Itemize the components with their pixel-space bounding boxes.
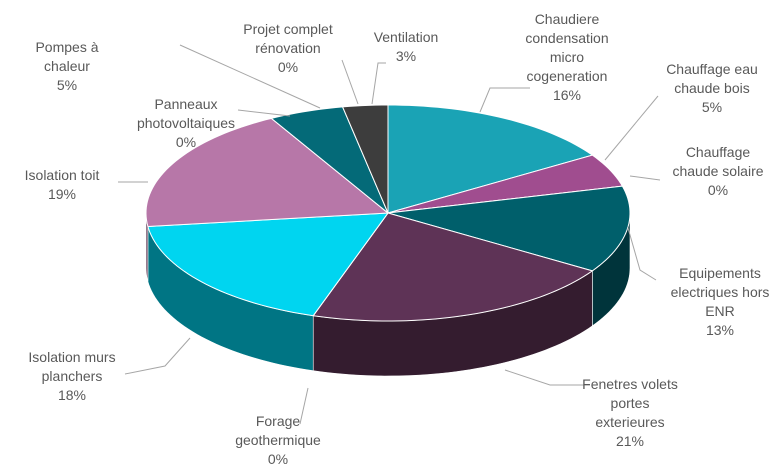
slice-label: Fenetres volets portes exterieures 21% — [574, 375, 686, 451]
category-name: Projet complet rénovation — [243, 21, 333, 56]
value-label: 21% — [615, 433, 645, 449]
leader-line — [627, 227, 657, 281]
slice — [341, 104, 389, 214]
value-label: 5% — [56, 77, 78, 93]
slice-label: Forage geothermique 0% — [228, 412, 328, 469]
leader-line — [299, 387, 309, 425]
leader-line — [179, 44, 321, 109]
value-label: 13% — [705, 322, 735, 338]
value-label: 19% — [47, 186, 77, 202]
value-label: 0% — [277, 59, 299, 75]
slice — [312, 212, 594, 322]
slice — [147, 212, 390, 317]
leader-line — [629, 175, 661, 181]
slice-label: Chauffage chaude solaire 0% — [666, 143, 771, 200]
category-name: Panneaux photovoltaiques — [136, 96, 236, 131]
slice — [270, 106, 389, 214]
category-name: Pompes à chaleur — [35, 39, 99, 74]
slice — [387, 185, 631, 272]
slice-label: Equipements electriques hors ENR 13% — [661, 264, 779, 340]
slice-label: Isolation murs planchers 18% — [17, 348, 127, 405]
value-label: 3% — [395, 48, 417, 64]
slice-label: Chaudiere condensation micro cogeneratio… — [520, 10, 615, 105]
category-name: Chaudiere condensation micro cogeneratio… — [525, 11, 609, 84]
leader-line — [604, 95, 659, 161]
category-name: Forage geothermique — [235, 413, 321, 448]
slice-label: Ventilation 3% — [356, 28, 456, 66]
category-name: Fenetres volets portes exterieures — [582, 376, 678, 430]
slice-label: Pompes à chaleur 5% — [31, 38, 103, 95]
slice-label: Isolation toit 19% — [7, 166, 117, 204]
category-name: Isolation murs planchers — [28, 349, 116, 384]
slice-label: Projet complet rénovation 0% — [233, 20, 343, 77]
value-label: 16% — [552, 87, 582, 103]
value-label: 0% — [267, 451, 289, 467]
leader-line — [479, 87, 530, 113]
category-name: Chauffage eau chaude bois — [666, 61, 758, 96]
value-label: 5% — [701, 99, 723, 115]
slice — [387, 154, 624, 214]
slice-label: Chauffage eau chaude bois 5% — [657, 60, 767, 117]
category-name: Ventilation — [373, 29, 439, 45]
value-label: 0% — [707, 182, 729, 198]
slice — [387, 104, 594, 214]
leader-line — [124, 337, 191, 375]
leader-line — [237, 109, 291, 117]
category-name: Isolation toit — [24, 167, 100, 183]
category-name: Equipements electriques hors ENR — [670, 265, 770, 319]
slice-label: Panneaux photovoltaiques 0% — [130, 95, 242, 152]
category-name: Chauffage chaude solaire — [672, 144, 764, 179]
value-label: 18% — [57, 387, 87, 403]
slice — [145, 117, 390, 228]
leader-line — [341, 59, 359, 105]
leader-line — [371, 62, 386, 105]
leader-line — [504, 369, 590, 386]
value-label: 0% — [175, 134, 197, 150]
